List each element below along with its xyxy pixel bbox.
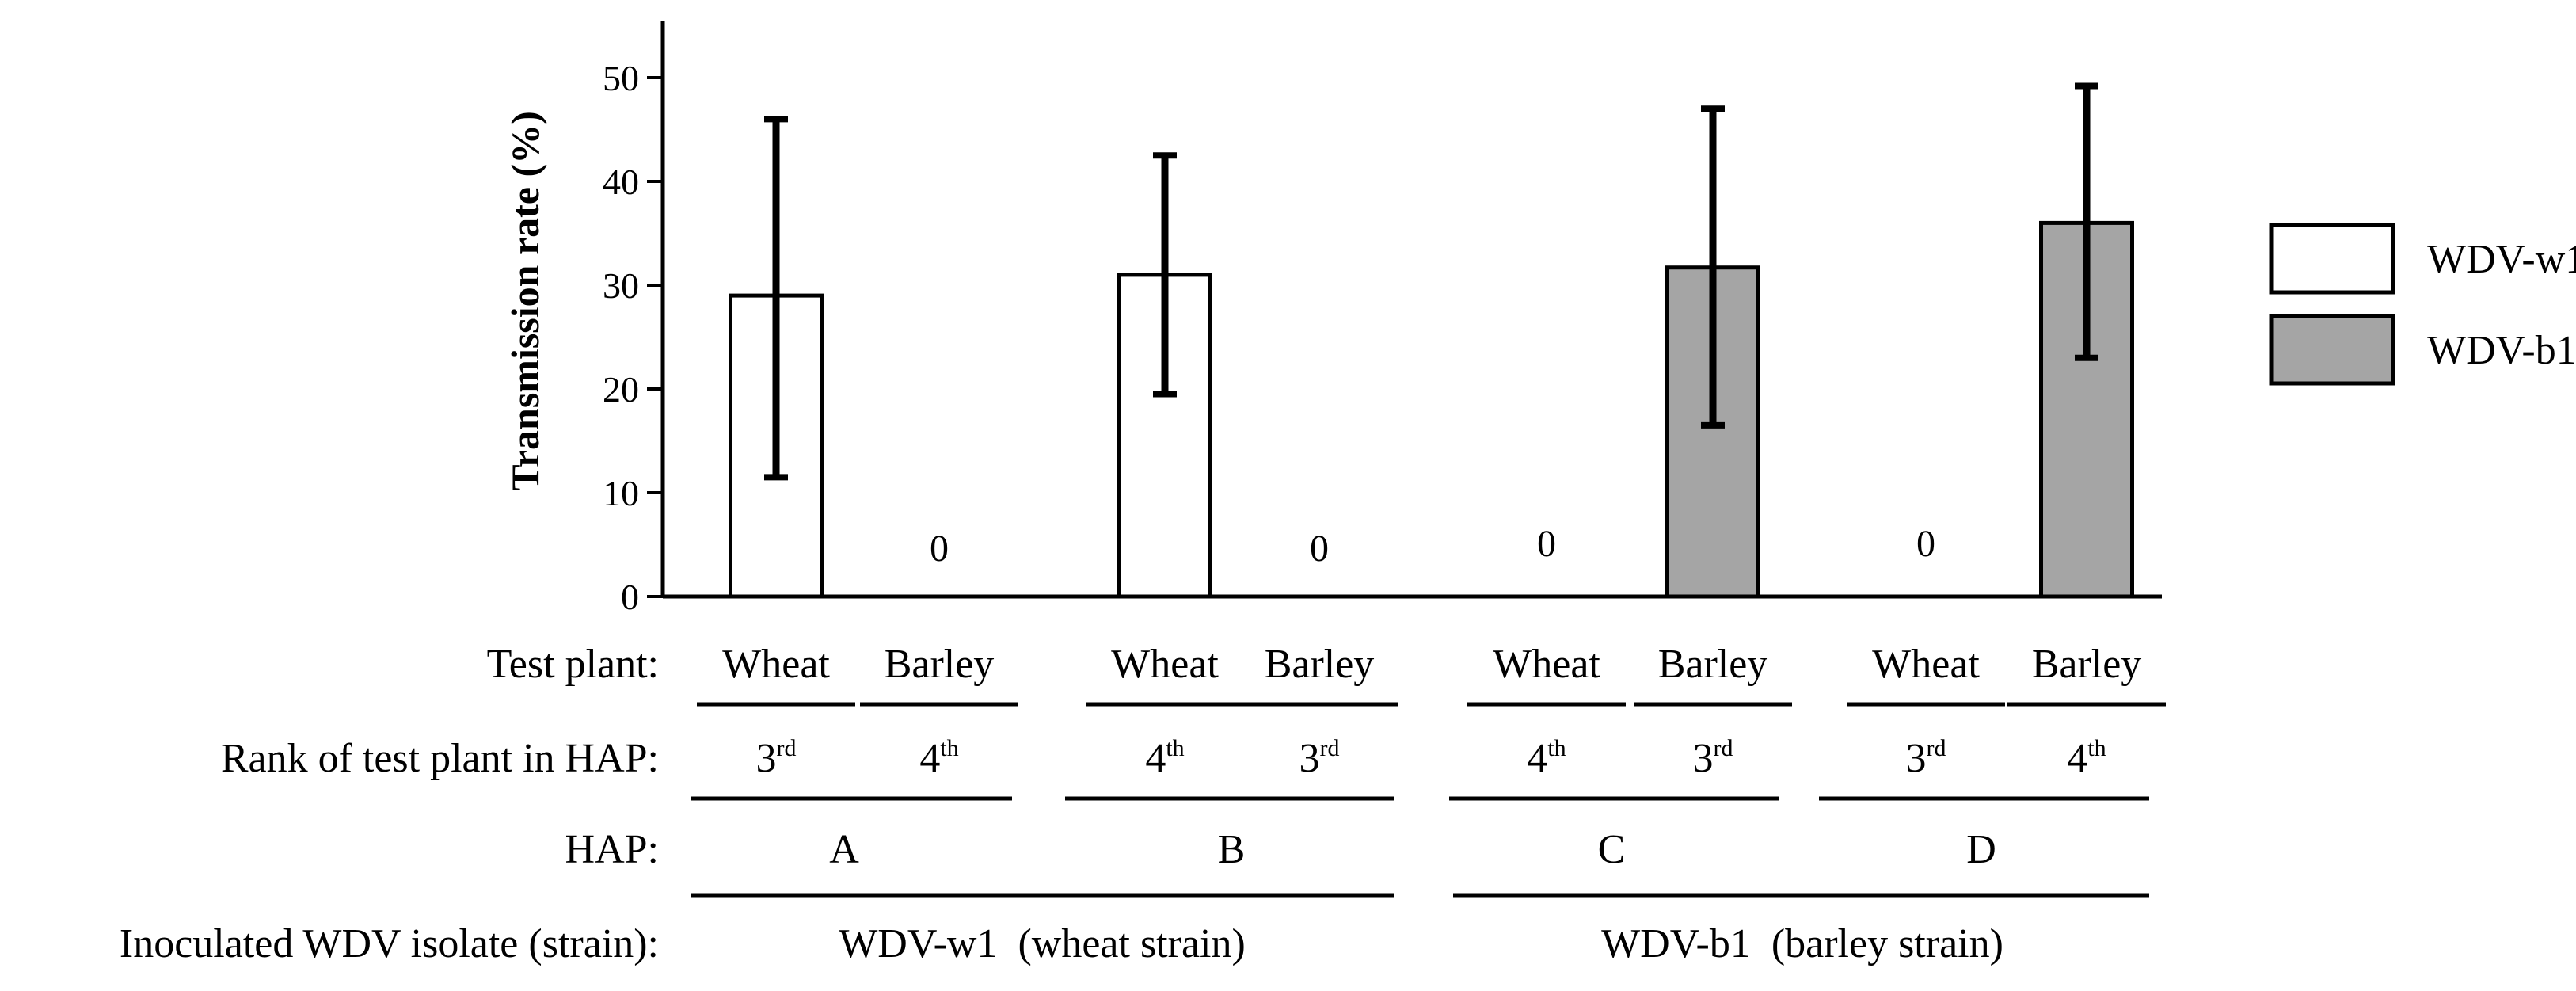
test-plant-label-4: Barley — [1265, 642, 1375, 687]
legend-swatch-1 — [2269, 223, 2395, 295]
y-tick-label-50: 50 — [603, 58, 639, 98]
rank-label-6: 3rd — [1693, 735, 1733, 781]
zero-label-5: 0 — [1537, 523, 1556, 565]
legend-label-2: WDV-b1 — [2427, 328, 2576, 373]
test-plant-label-5: Wheat — [1493, 642, 1600, 687]
rank-label-3: 4th — [1145, 735, 1184, 781]
rank-label-2: 4th — [919, 735, 958, 781]
y-axis-title: Transmission rate (%) — [503, 111, 547, 491]
zero-label-4: 0 — [1310, 528, 1329, 570]
row-label-rank: Rank of test plant in HAP: — [221, 736, 659, 781]
zero-label-7: 0 — [1916, 523, 1935, 565]
bar-6 — [1665, 265, 1760, 599]
y-tick-label-30: 30 — [603, 265, 639, 306]
hap-label-C: C — [1598, 827, 1626, 872]
y-tick-label-20: 20 — [603, 369, 639, 410]
y-tick-label-0: 0 — [621, 577, 639, 617]
row-label-test-plant: Test plant: — [487, 642, 659, 687]
row-label-hap: HAP: — [565, 827, 659, 872]
hap-label-A: A — [829, 827, 859, 872]
strain-label-2: WDV-b1 (barley strain) — [1601, 921, 2003, 966]
test-plant-label-3: Wheat — [1111, 642, 1219, 687]
test-plant-label-6: Barley — [1658, 642, 1768, 687]
y-tick-label-10: 10 — [603, 473, 639, 513]
legend-swatch-2 — [2269, 314, 2395, 386]
rank-label-4: 3rd — [1299, 735, 1340, 781]
test-plant-label-2: Barley — [885, 642, 995, 687]
test-plant-label-1: Wheat — [722, 642, 830, 687]
rank-label-7: 3rd — [1906, 735, 1946, 781]
hap-label-B: B — [1218, 827, 1246, 872]
rank-label-1: 3rd — [756, 735, 797, 781]
rank-label-8: 4th — [2067, 735, 2106, 781]
row-label-isolate: Inoculated WDV isolate (strain): — [120, 921, 659, 966]
test-plant-label-7: Wheat — [1872, 642, 1980, 687]
hap-label-D: D — [1966, 827, 1996, 872]
strain-label-1: WDV-w1 (wheat strain) — [839, 921, 1246, 966]
zero-label-2: 0 — [930, 528, 949, 570]
rank-label-5: 4th — [1527, 735, 1566, 781]
legend-label-1: WDV-w1 — [2427, 237, 2576, 282]
test-plant-label-8: Barley — [2032, 642, 2142, 687]
y-tick-label-40: 40 — [603, 162, 639, 202]
